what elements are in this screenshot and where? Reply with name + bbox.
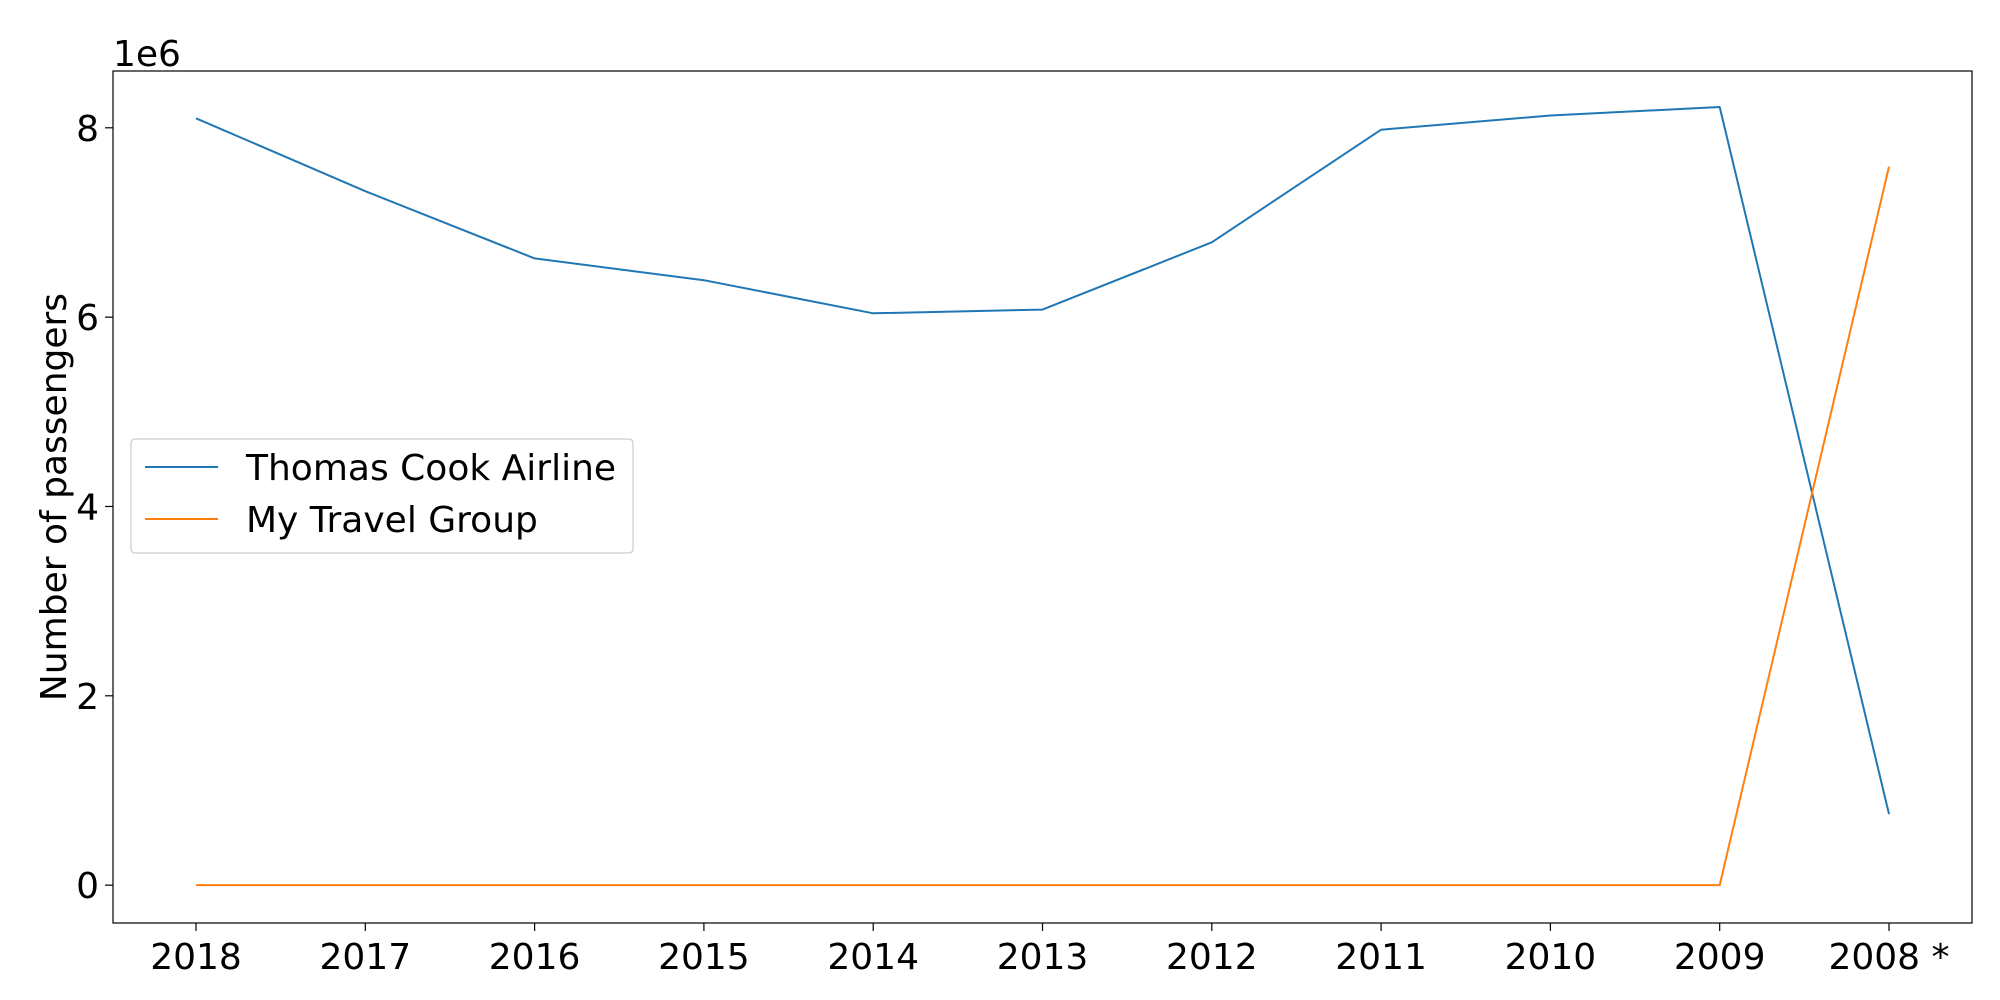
x-tick-label: 2008 *	[1828, 937, 1949, 978]
x-tick-label: 2018	[150, 937, 242, 978]
y-tick-label: 0	[76, 866, 99, 907]
legend-frame	[130, 438, 634, 554]
series-line-my-travel	[196, 166, 1890, 887]
y-axis-ticks: 0 2 4 6 8	[76, 109, 113, 907]
y-axis-label: Number of passengers	[34, 293, 75, 701]
y-tick-label: 8	[76, 109, 99, 150]
x-tick-label: 2013	[997, 937, 1089, 978]
y-tick-label: 6	[76, 298, 99, 339]
legend: Thomas Cook Airline My Travel Group	[130, 438, 634, 554]
y-offset-label: 1e6	[113, 34, 181, 75]
series-lines	[195, 106, 1890, 887]
x-tick-label: 2014	[827, 937, 919, 978]
x-tick-label: 2016	[489, 937, 581, 978]
x-tick-label: 2015	[658, 937, 750, 978]
x-tick-label: 2009	[1674, 937, 1766, 978]
series-line-thomas-cook	[195, 106, 1890, 815]
y-tick-label: 2	[76, 677, 99, 718]
x-axis-ticks: 2018 2017 2016 2015 2014 2013 2012 2011 2010 2009…	[150, 923, 1950, 978]
x-tick-label: 2010	[1505, 937, 1597, 978]
legend-label-thomas-cook: Thomas Cook Airline	[245, 448, 616, 489]
x-tick-label: 2012	[1166, 937, 1258, 978]
x-tick-label: 2011	[1335, 937, 1427, 978]
legend-label-my-travel: My Travel Group	[246, 500, 538, 541]
y-tick-label: 4	[76, 487, 99, 528]
x-tick-label: 2017	[319, 937, 411, 978]
